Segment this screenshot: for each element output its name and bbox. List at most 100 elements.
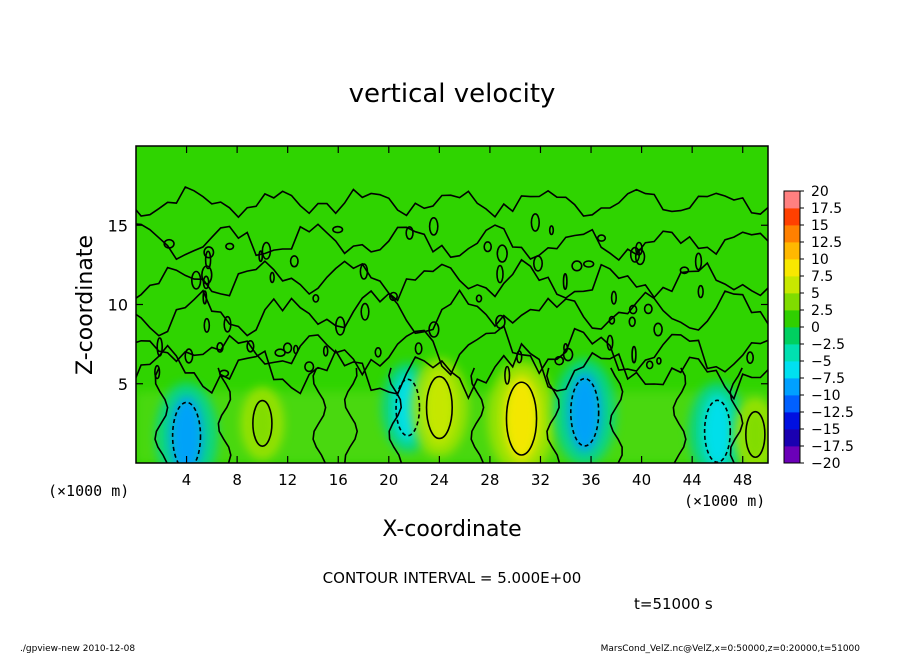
zero-contour-line — [136, 289, 768, 337]
colorbar-swatch — [784, 446, 800, 464]
zero-contour-line — [609, 367, 624, 463]
small-contour — [596, 234, 607, 242]
y-axis-ticks: 5 10 15 — [108, 216, 768, 394]
small-contour — [216, 341, 224, 353]
small-contour — [496, 264, 504, 284]
small-contour — [653, 322, 663, 337]
velocity-cell-contour — [745, 410, 766, 459]
x-unit-right: (×1000 m) — [684, 492, 765, 510]
small-contour — [746, 351, 754, 365]
small-contour — [282, 342, 293, 354]
colorbar-swatch — [784, 327, 800, 345]
x-tick-label: 8 — [232, 471, 242, 489]
small-contour — [562, 272, 568, 290]
x-tick-label: 20 — [379, 471, 398, 489]
small-contour — [414, 342, 423, 355]
y-axis-label: Z-coordinate — [73, 235, 98, 375]
x-tick-label: 44 — [683, 471, 702, 489]
small-contour — [694, 252, 703, 271]
x-tick-label: 12 — [278, 471, 297, 489]
zero-contour-line — [136, 258, 768, 302]
small-contour — [163, 238, 175, 249]
zero-contour-line — [672, 367, 687, 463]
zero-contour-line — [217, 367, 232, 463]
x-tick-label: 24 — [430, 471, 449, 489]
colorbar-swatch — [784, 259, 800, 277]
small-contour — [606, 334, 614, 351]
chart-title: vertical velocity — [349, 79, 556, 109]
velocity-cell-contour — [505, 381, 538, 456]
small-contour — [571, 260, 583, 272]
velocity-cell — [170, 396, 203, 463]
time-label: t=51000 s — [634, 595, 713, 613]
small-contour — [223, 315, 232, 333]
small-contour — [312, 293, 320, 303]
colorbar-label: −17.5 — [811, 439, 854, 455]
colorbar-label: 20 — [811, 184, 829, 200]
colorbar-swatch — [784, 293, 800, 311]
colorbar-label: 15 — [811, 218, 829, 234]
zero-contour-line — [312, 367, 327, 463]
velocity-cell-contour — [703, 399, 732, 463]
x-tick-label: 48 — [733, 471, 752, 489]
x-tick-label: 16 — [329, 471, 348, 489]
x-tick-label: 40 — [632, 471, 651, 489]
colorbar-label: 12.5 — [811, 235, 842, 251]
small-contour — [634, 248, 646, 266]
small-contour — [643, 303, 653, 315]
contour-interval-text: CONTOUR INTERVAL = 5.000E+00 — [323, 569, 582, 587]
colorbar-swatch — [784, 225, 800, 243]
small-contour — [191, 270, 202, 290]
zero-contour-line — [154, 367, 169, 463]
small-contour — [475, 294, 483, 303]
small-contour — [428, 216, 439, 236]
colorbar-swatch — [784, 378, 800, 396]
small-contour — [645, 360, 654, 370]
small-contour — [269, 271, 275, 284]
x-tick-label: 28 — [480, 471, 499, 489]
small-contour — [679, 266, 690, 275]
small-contour — [562, 347, 574, 362]
small-contour — [332, 225, 344, 234]
x-tick-label: 4 — [182, 471, 192, 489]
small-contour — [292, 344, 299, 355]
colorbar-label: −5 — [811, 354, 832, 370]
colorbar-swatch — [784, 310, 800, 328]
colorbar-swatch — [784, 361, 800, 379]
colorbar-labels: 2017.51512.5107.552.50−2.5−5−7.5−10−12.5… — [800, 184, 854, 472]
colorbar-swatch — [784, 208, 800, 226]
colorbar: 2017.51512.5107.552.50−2.5−5−7.5−10−12.5… — [783, 184, 854, 472]
small-contour — [322, 345, 329, 357]
small-contour — [563, 342, 569, 353]
small-contour — [516, 350, 523, 364]
y-tick-label: 15 — [108, 216, 128, 235]
small-contour — [483, 241, 493, 253]
velocity-cell-contour — [171, 401, 202, 463]
small-contour — [608, 315, 616, 325]
small-contour — [548, 225, 555, 236]
colorbar-label: 10 — [811, 252, 829, 268]
velocity-cell-contour — [425, 375, 453, 440]
small-contour — [656, 356, 662, 365]
small-contour — [628, 304, 638, 315]
velocity-cell-contour — [395, 378, 421, 437]
zero-contour-line — [545, 367, 561, 463]
small-contour — [428, 321, 440, 338]
colorbar-swatches — [784, 191, 800, 464]
footer-left: ./gpview-new 2010-12-08 — [20, 644, 135, 654]
colorbar-label: 5 — [811, 286, 820, 302]
colorbar-label: 2.5 — [811, 303, 833, 319]
small-contour — [289, 255, 299, 268]
colorbar-swatch — [784, 242, 800, 260]
colorbar-label: −15 — [811, 422, 841, 438]
small-contour — [261, 241, 272, 260]
small-contour — [304, 361, 315, 373]
x-tick-label: 36 — [581, 471, 600, 489]
small-contour — [203, 317, 211, 333]
contour-lines — [136, 185, 768, 463]
x-tick-label: 32 — [531, 471, 550, 489]
zero-contour-line — [136, 185, 768, 219]
zero-contour-line — [729, 367, 744, 463]
velocity-cell — [702, 394, 733, 463]
colorbar-swatch — [784, 395, 800, 413]
